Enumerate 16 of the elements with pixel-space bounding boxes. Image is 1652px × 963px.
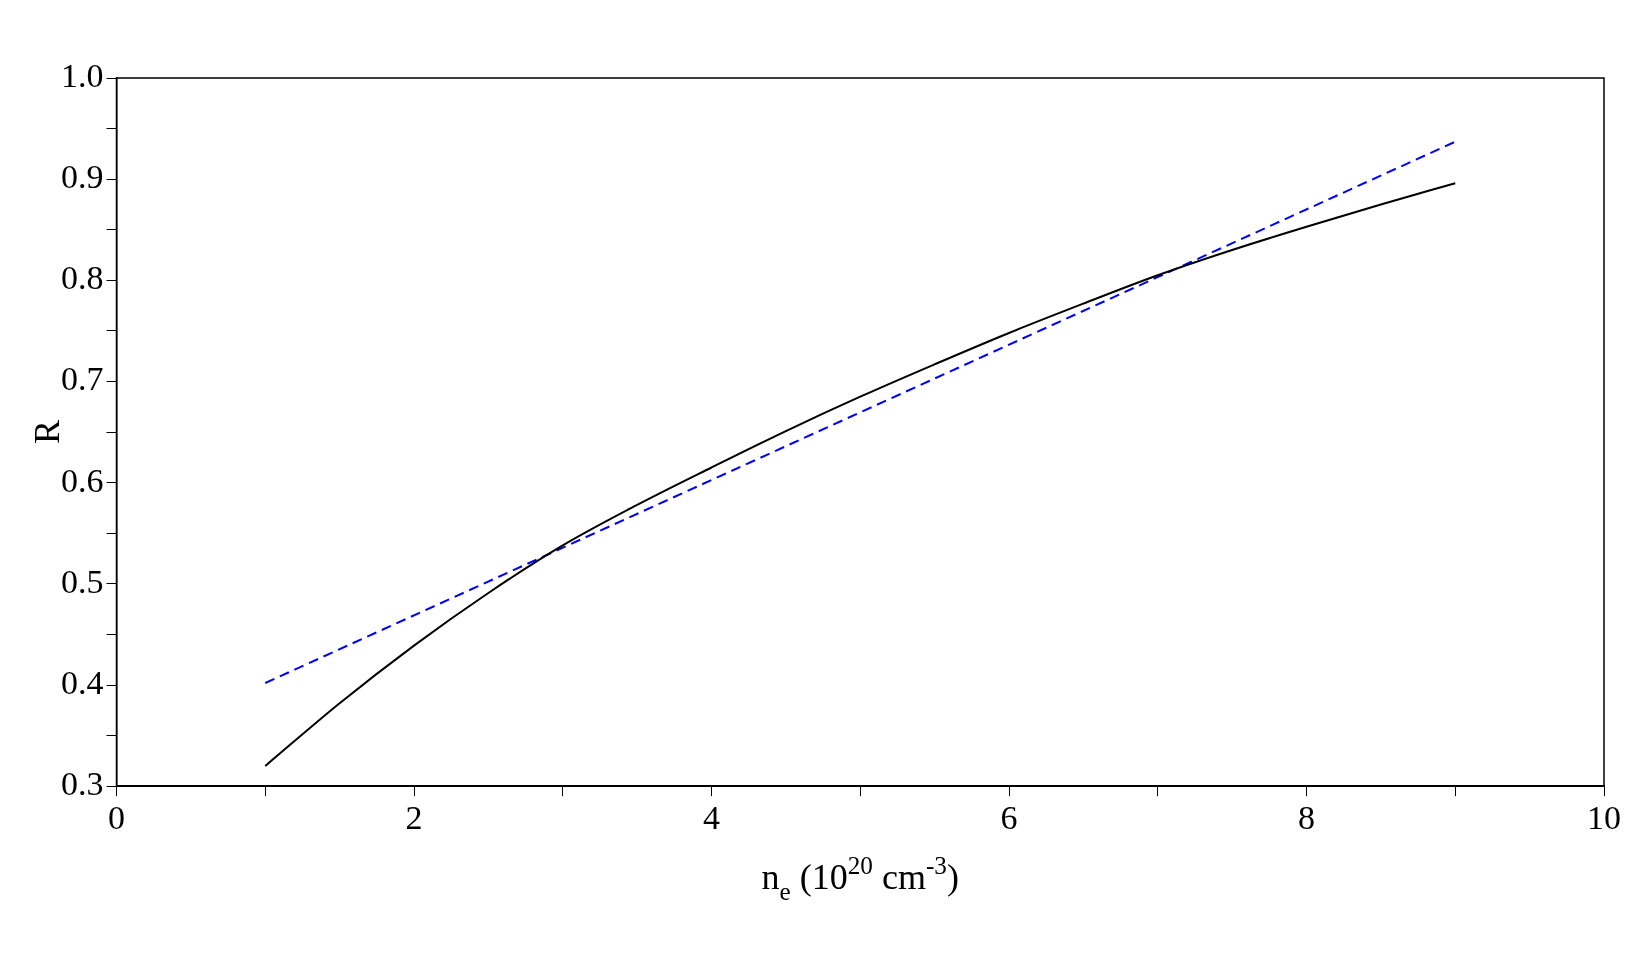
x-tick-label: 8 (1298, 798, 1315, 836)
line-series (264, 182, 1457, 767)
y-tick-label: 0.3 (61, 765, 104, 803)
y-axis-title: R (26, 420, 67, 445)
x-tick-label: 6 (1000, 798, 1018, 836)
x-tick-label: 4 (703, 798, 720, 836)
y-tick-label: 0.5 (61, 562, 104, 600)
y-tick-label: 0.9 (61, 158, 104, 196)
x-tick-label: 0 (108, 798, 125, 836)
y-tick-label: 0.8 (61, 259, 104, 297)
y-tick-label: 0.4 (61, 663, 104, 701)
x-tick-label: 10 (1587, 798, 1621, 836)
x-tick-label: 2 (405, 798, 423, 836)
y-tick-label: 0.7 (61, 360, 104, 398)
y-tick-label: 0.6 (61, 461, 104, 499)
text: 1.0 (61, 56, 104, 94)
